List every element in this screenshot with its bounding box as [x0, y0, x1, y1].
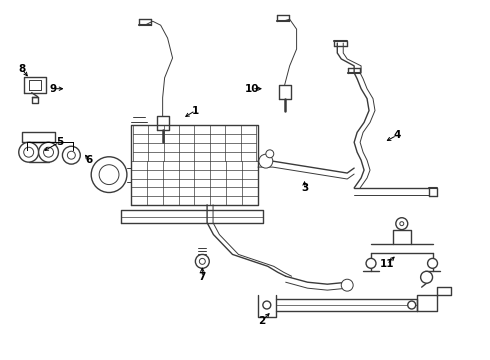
- Circle shape: [400, 222, 404, 226]
- Text: 3: 3: [301, 183, 308, 193]
- Circle shape: [259, 154, 273, 168]
- Circle shape: [366, 258, 376, 268]
- Text: 9: 9: [50, 84, 57, 94]
- Circle shape: [263, 301, 271, 309]
- Text: 6: 6: [86, 155, 93, 165]
- Circle shape: [39, 142, 58, 162]
- Circle shape: [19, 142, 39, 162]
- Text: 11: 11: [380, 259, 394, 269]
- Circle shape: [341, 279, 353, 291]
- Text: 2: 2: [258, 316, 266, 326]
- Text: 1: 1: [192, 105, 199, 116]
- Text: 10: 10: [245, 84, 259, 94]
- Circle shape: [266, 150, 274, 158]
- Circle shape: [199, 258, 205, 264]
- Circle shape: [24, 147, 34, 157]
- Circle shape: [428, 258, 438, 268]
- Text: 8: 8: [18, 64, 25, 74]
- Text: 4: 4: [393, 130, 400, 140]
- Circle shape: [396, 218, 408, 230]
- Text: 7: 7: [198, 272, 206, 282]
- Text: 5: 5: [56, 137, 63, 147]
- Circle shape: [99, 165, 119, 185]
- Circle shape: [68, 151, 75, 159]
- Circle shape: [62, 146, 80, 164]
- Circle shape: [408, 301, 416, 309]
- Circle shape: [91, 157, 127, 193]
- Circle shape: [420, 271, 433, 283]
- Circle shape: [196, 255, 209, 268]
- Circle shape: [44, 147, 53, 157]
